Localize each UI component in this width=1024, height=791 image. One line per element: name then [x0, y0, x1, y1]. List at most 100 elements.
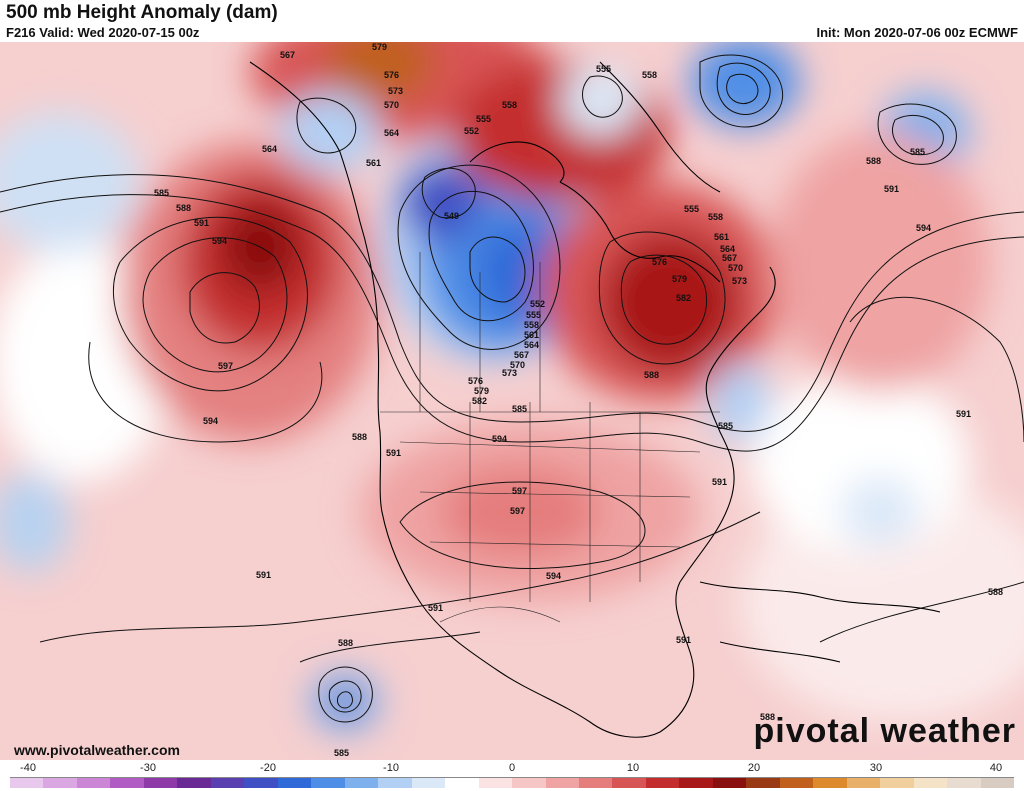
contour-label: 555	[526, 310, 541, 320]
colorbar-swatch	[344, 778, 379, 788]
anomaly-colorbar: -40 -30 -20 -10 0 10 20 30 40	[0, 760, 1024, 791]
contour-label: 594	[212, 236, 227, 246]
height-contours	[0, 54, 1024, 723]
colorbar-swatch	[880, 778, 914, 788]
contour-label: 570	[384, 100, 399, 110]
colorbar-swatch	[210, 778, 245, 788]
colorbar-swatch	[712, 778, 747, 788]
colorbar-swatch	[311, 778, 345, 788]
colorbar-swatch	[445, 778, 479, 788]
contour-label: 576	[468, 376, 483, 386]
contour-label: 582	[472, 396, 487, 406]
colorbar-swatch	[76, 778, 111, 788]
coastlines	[249, 61, 941, 738]
contour-label: 570	[728, 263, 743, 273]
contour-label: 588	[352, 432, 367, 442]
anomaly-map[interactable]: 567 579 576 573 570 564 561 564 558 555 …	[0, 42, 1024, 760]
contour-label: 573	[388, 86, 403, 96]
colorbar-swatch	[277, 778, 312, 788]
contour-label: 570	[510, 360, 525, 370]
political-borders	[380, 252, 720, 623]
contour-label: 588	[866, 156, 881, 166]
contour-label: 591	[386, 448, 401, 458]
contour-label: 585	[718, 421, 733, 431]
colorbar-swatch	[10, 778, 44, 788]
contour-label: 561	[714, 232, 729, 242]
contour-label: 579	[474, 386, 489, 396]
contour-label: 555	[684, 204, 699, 214]
contour-label: 573	[732, 276, 747, 286]
contour-label: 591	[676, 635, 691, 645]
pivotal-weather-logo: pivotal weather	[753, 712, 1016, 750]
contour-label-layer: 567 579 576 573 570 564 561 564 558 555 …	[154, 42, 1003, 758]
contour-label: 582	[676, 293, 691, 303]
contour-label: 567	[280, 50, 295, 60]
init-time: Init: Mon 2020-07-06 00z ECMWF	[816, 25, 1018, 40]
colorbar-swatch	[545, 778, 579, 788]
contour-label: 594	[203, 416, 218, 426]
colorbar-tick: 10	[626, 762, 640, 774]
colorbar-tick: -20	[260, 762, 276, 774]
contour-label: 591	[194, 218, 209, 228]
map-title: 500 mb Height Anomaly (dam)	[6, 2, 278, 23]
contour-label: 567	[722, 253, 737, 263]
contour-label: 567	[514, 350, 529, 360]
colorbar-swatch	[478, 778, 513, 788]
contour-label: 555	[596, 64, 611, 74]
contour-label: 588	[338, 638, 353, 648]
contour-label: 564	[720, 244, 735, 254]
valid-time: F216 Valid: Wed 2020-07-15 00z	[6, 25, 200, 40]
contour-label: 594	[492, 434, 507, 444]
colorbar-swatch	[679, 778, 713, 788]
contour-label: 579	[372, 42, 387, 52]
colorbar-swatch	[779, 778, 814, 788]
website-url: www.pivotalweather.com	[14, 742, 180, 758]
contour-label: 558	[708, 212, 723, 222]
contour-label: 597	[512, 486, 527, 496]
contour-label: 597	[510, 506, 525, 516]
colorbar-tick: 40	[989, 762, 1003, 774]
colorbar-strip	[10, 777, 1015, 788]
contour-label: 564	[384, 128, 399, 138]
contour-label: 561	[524, 330, 539, 340]
colorbar-tick: 20	[747, 762, 761, 774]
map-canvas: 567 579 576 573 570 564 561 564 558 555 …	[0, 42, 1024, 760]
contour-label: 588	[988, 587, 1003, 597]
colorbar-swatch	[512, 778, 546, 788]
contour-label: 591	[428, 603, 443, 613]
contour-label: 588	[760, 712, 775, 722]
contour-label: 561	[366, 158, 381, 168]
contour-label: 597	[218, 361, 233, 371]
colorbar-swatch	[913, 778, 948, 788]
contour-label: 552	[530, 299, 545, 309]
contour-label: 585	[334, 748, 349, 758]
colorbar-swatch	[143, 778, 178, 788]
colorbar-tick: -10	[383, 762, 399, 774]
colorbar-tick: -40	[20, 762, 36, 774]
contour-label: 549	[444, 211, 459, 221]
colorbar-swatch	[947, 778, 981, 788]
colorbar-swatch	[378, 778, 412, 788]
colorbar-swatch	[980, 778, 1015, 788]
contour-label: 555	[476, 114, 491, 124]
contour-label: 564	[262, 144, 277, 154]
contour-label: 585	[512, 404, 527, 414]
colorbar-tick: 0	[508, 762, 516, 774]
contour-label: 576	[384, 70, 399, 80]
colorbar-swatch	[411, 778, 446, 788]
colorbar-swatch	[244, 778, 278, 788]
colorbar-swatch	[110, 778, 144, 788]
colorbar-swatch	[813, 778, 847, 788]
contour-label: 591	[712, 477, 727, 487]
contour-label: 594	[546, 571, 561, 581]
map-header: 500 mb Height Anomaly (dam) F216 Valid: …	[0, 0, 1024, 42]
colorbar-swatch	[612, 778, 646, 788]
colorbar-swatch	[746, 778, 780, 788]
contour-label: 558	[642, 70, 657, 80]
colorbar-swatch	[177, 778, 211, 788]
contour-label: 591	[256, 570, 271, 580]
contour-label: 585	[154, 188, 169, 198]
colorbar-tick: 30	[869, 762, 883, 774]
colorbar-swatch	[43, 778, 77, 788]
contour-label: 591	[884, 184, 899, 194]
